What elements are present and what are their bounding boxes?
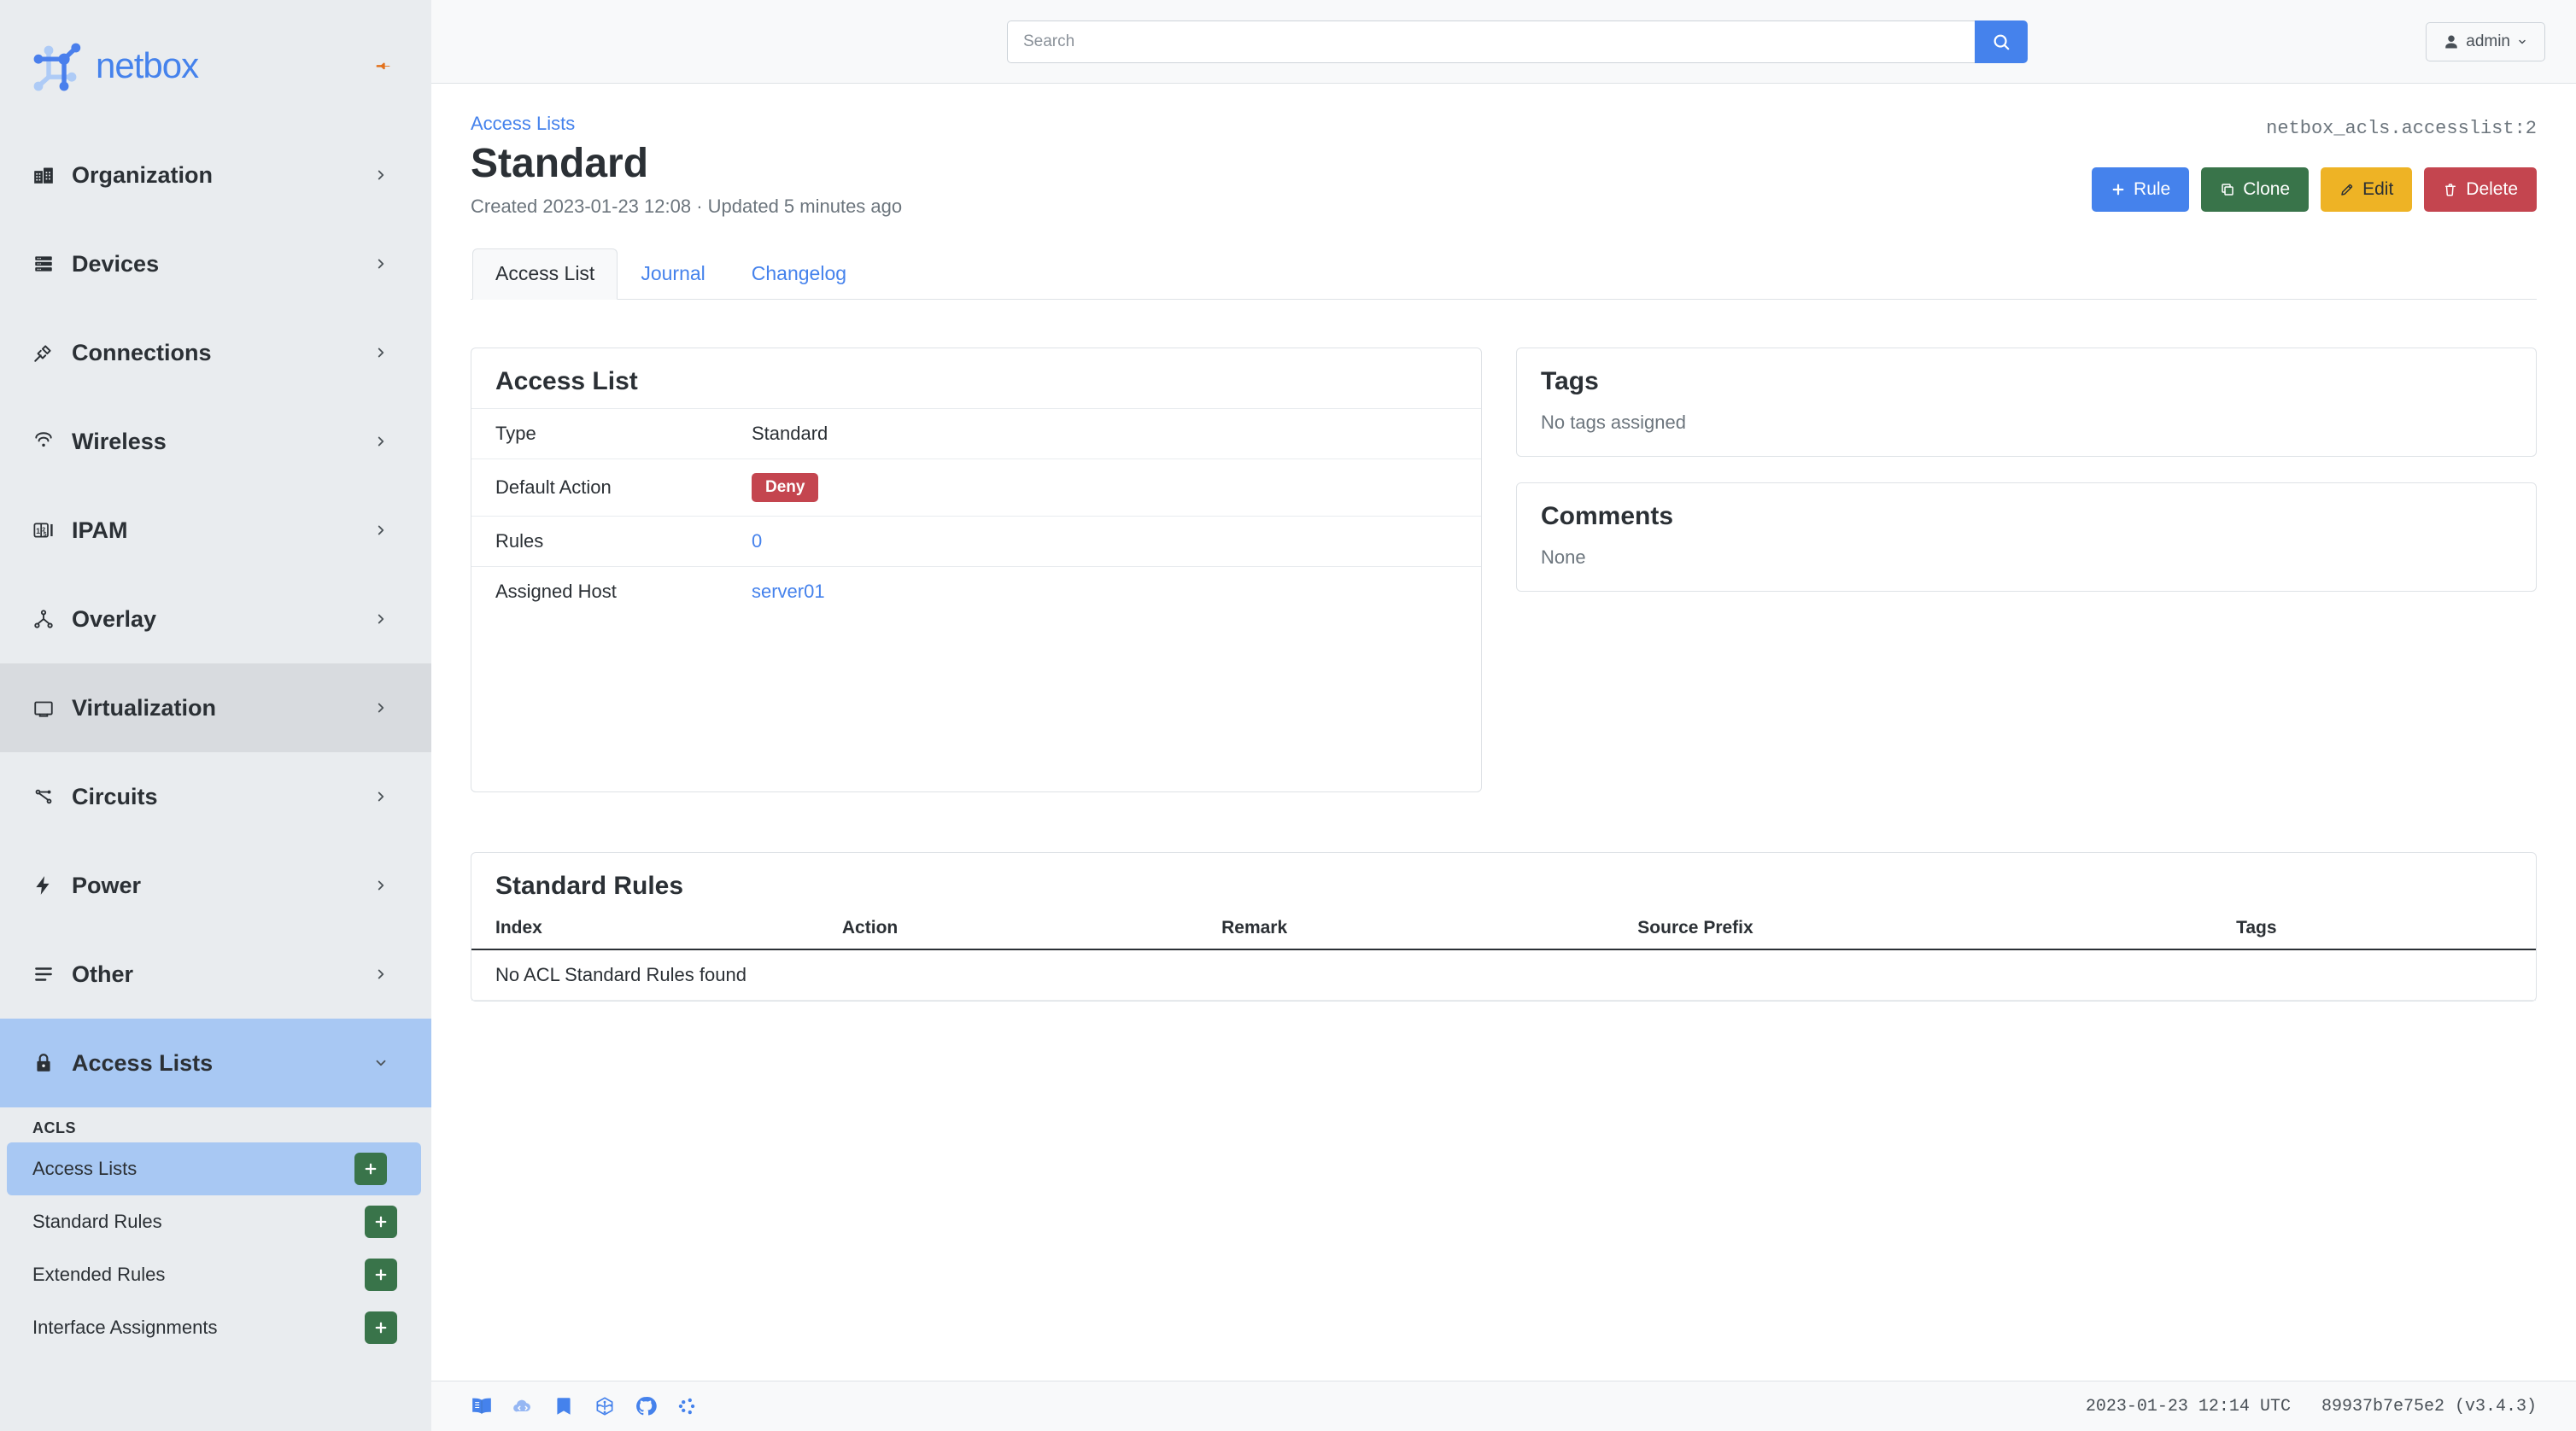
svg-text:1: 1: [36, 527, 40, 535]
svg-text:5: 5: [44, 531, 47, 538]
